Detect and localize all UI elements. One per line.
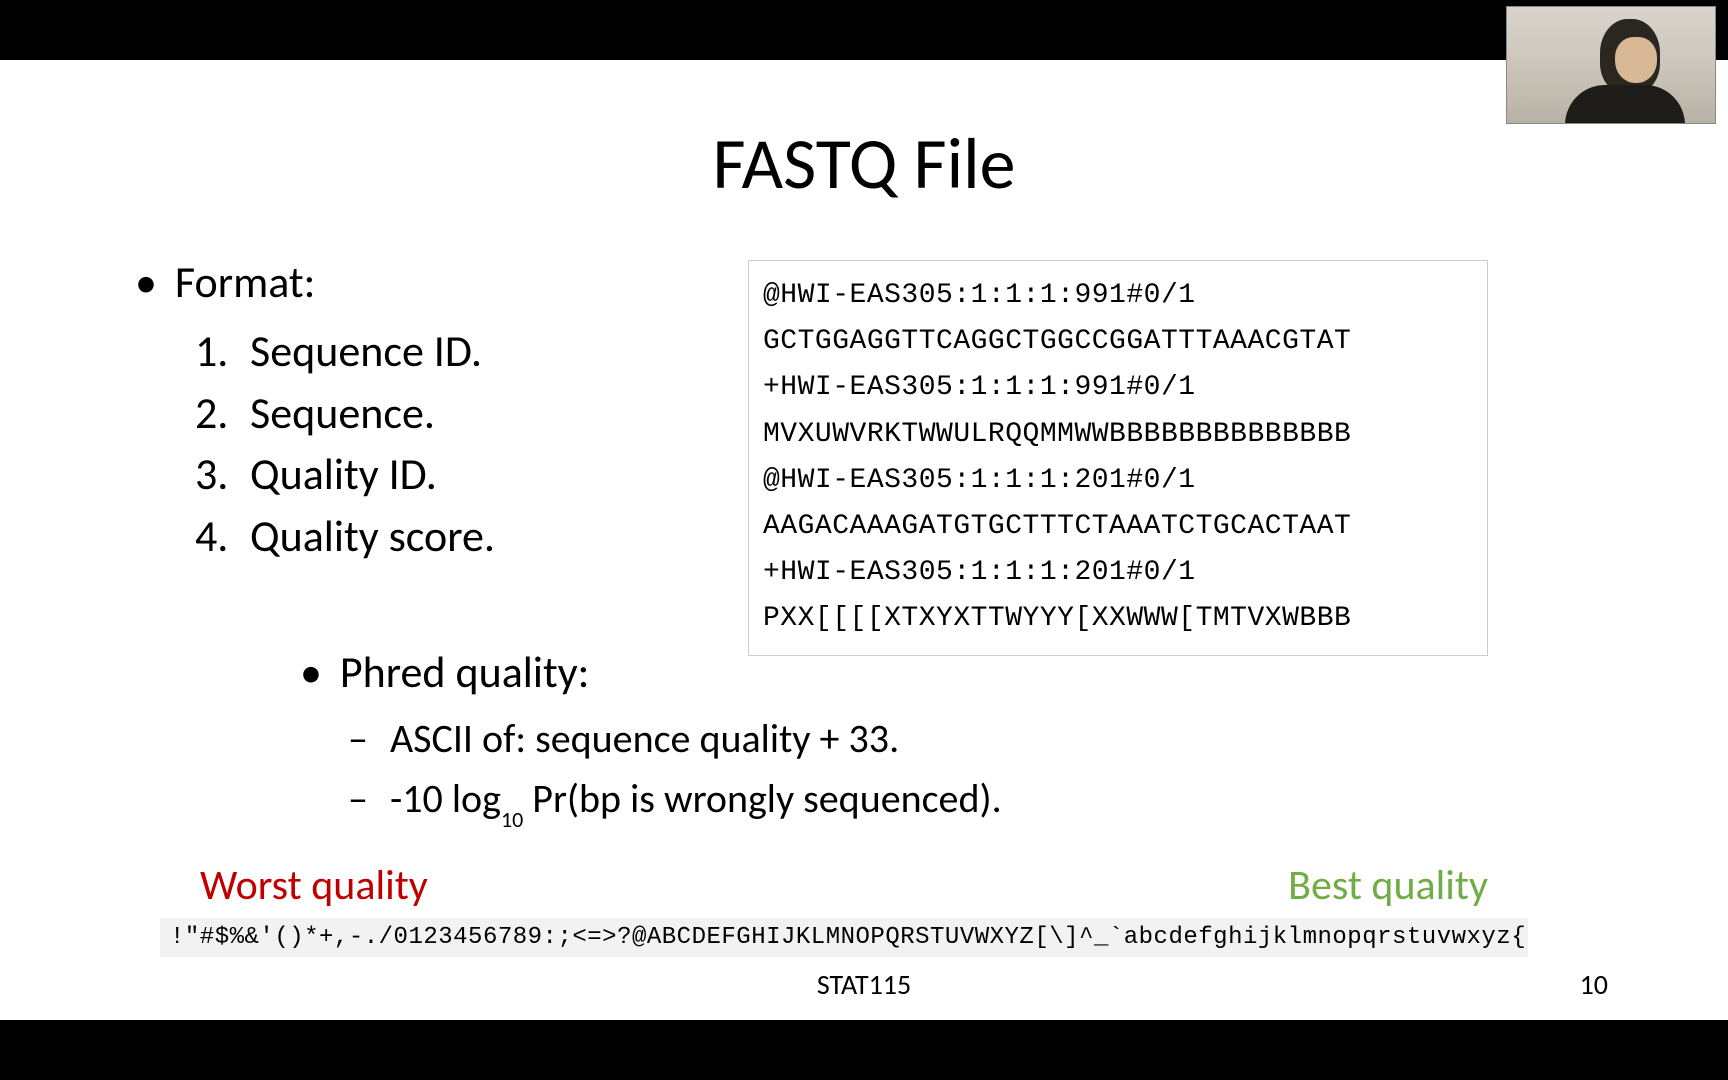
list-item: 2.Sequence. <box>195 383 495 445</box>
slide-title: FASTQ File <box>0 120 1728 208</box>
fastq-code-box: @HWI-EAS305:1:1:1:991#0/1 GCTGGAGGTTCAGG… <box>748 260 1488 656</box>
phred-header: Phred quality: <box>340 645 590 699</box>
list-item: –ASCII of: sequence quality + 33. <box>348 709 1002 769</box>
webcam-thumbnail <box>1506 6 1716 124</box>
phred-item-0: ASCII of: sequence quality + 33. <box>390 709 899 769</box>
phred-list: –ASCII of: sequence quality + 33. –-10 l… <box>348 709 1002 830</box>
phred-item-1: -10 log10 Pr(bp is wrongly sequenced). <box>390 769 1002 830</box>
list-item: –-10 log10 Pr(bp is wrongly sequenced). <box>348 769 1002 830</box>
bullet-icon: • <box>300 650 322 694</box>
footer-course: STAT115 <box>0 967 1728 1002</box>
quality-labels: Worst quality Best quality <box>200 860 1488 911</box>
footer-page-number: 10 <box>1580 967 1608 1002</box>
list-item: 4.Quality score. <box>195 506 495 568</box>
format-header: Format: <box>175 255 316 309</box>
ascii-quality-bar: !"#$%&'()*+,-./0123456789:;<=>?@ABCDEFGH… <box>160 918 1528 957</box>
best-quality-label: Best quality <box>1288 860 1488 911</box>
slide: FASTQ File • Format: 1.Sequence ID. 2.Se… <box>0 60 1728 1020</box>
format-section: • Format: 1.Sequence ID. 2.Sequence. 3.Q… <box>135 255 495 567</box>
list-item: 3.Quality ID. <box>195 444 495 506</box>
list-item: 1.Sequence ID. <box>195 321 495 383</box>
phred-section: • Phred quality: –ASCII of: sequence qua… <box>300 645 1002 830</box>
format-list: 1.Sequence ID. 2.Sequence. 3.Quality ID.… <box>195 321 495 567</box>
worst-quality-label: Worst quality <box>200 860 428 911</box>
bullet-icon: • <box>135 260 157 304</box>
